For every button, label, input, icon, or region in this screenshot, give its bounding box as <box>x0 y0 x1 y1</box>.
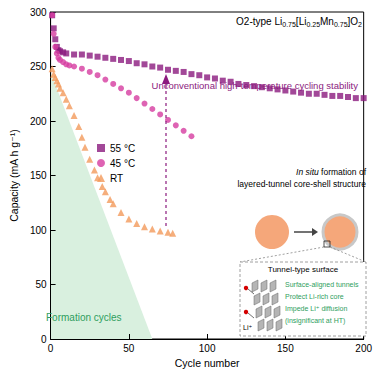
svg-text:150: 150 <box>277 343 294 354</box>
svg-text:100: 100 <box>30 225 47 236</box>
svg-text:200: 200 <box>30 116 47 127</box>
svg-text:Capacity (mA h g⁻¹): Capacity (mA h g⁻¹) <box>8 129 20 222</box>
svg-text:formation of: formation of <box>319 167 367 177</box>
svg-text:0.75: 0.75 <box>334 21 348 28</box>
svg-text:0: 0 <box>48 343 54 354</box>
svg-text:50: 50 <box>35 279 47 290</box>
svg-text:2: 2 <box>358 21 362 28</box>
svg-text:(insignificant at HT): (insignificant at HT) <box>285 317 345 325</box>
svg-text:Impede Li⁺ diffusion: Impede Li⁺ diffusion <box>285 305 347 313</box>
svg-text:Protect Li-rich core: Protect Li-rich core <box>285 293 344 300</box>
svg-text:Mn: Mn <box>320 16 334 27</box>
svg-text:200: 200 <box>355 343 372 354</box>
svg-text:]O: ]O <box>348 16 359 27</box>
svg-text:0.75: 0.75 <box>282 21 296 28</box>
svg-text:RT: RT <box>110 173 123 184</box>
svg-text:Cycle number: Cycle number <box>175 357 240 369</box>
svg-text:45 °C: 45 °C <box>110 158 135 169</box>
svg-text:50: 50 <box>123 343 135 354</box>
svg-text:300: 300 <box>30 7 47 18</box>
svg-text:Surface-aligned tunnels: Surface-aligned tunnels <box>285 281 359 289</box>
svg-text:250: 250 <box>30 61 47 72</box>
svg-text:150: 150 <box>30 170 47 181</box>
svg-text:0.25: 0.25 <box>306 21 320 28</box>
svg-text:[Li: [Li <box>296 16 307 27</box>
svg-text:55 °C: 55 °C <box>110 143 135 154</box>
svg-text:Unconventional high-temperatur: Unconventional high-temperature cycling … <box>152 80 359 91</box>
svg-text:In situ: In situ <box>296 167 319 177</box>
svg-text:0: 0 <box>41 334 47 345</box>
svg-text:O2-type Li: O2-type Li <box>236 16 282 27</box>
svg-text:layered-tunnel core-shell stru: layered-tunnel core-shell structure <box>237 179 366 189</box>
svg-text:100: 100 <box>199 343 216 354</box>
svg-text:Li⁺: Li⁺ <box>243 324 252 331</box>
svg-text:Tunnel-type surface: Tunnel-type surface <box>268 265 339 274</box>
svg-text:Formation cycles: Formation cycles <box>46 312 122 323</box>
